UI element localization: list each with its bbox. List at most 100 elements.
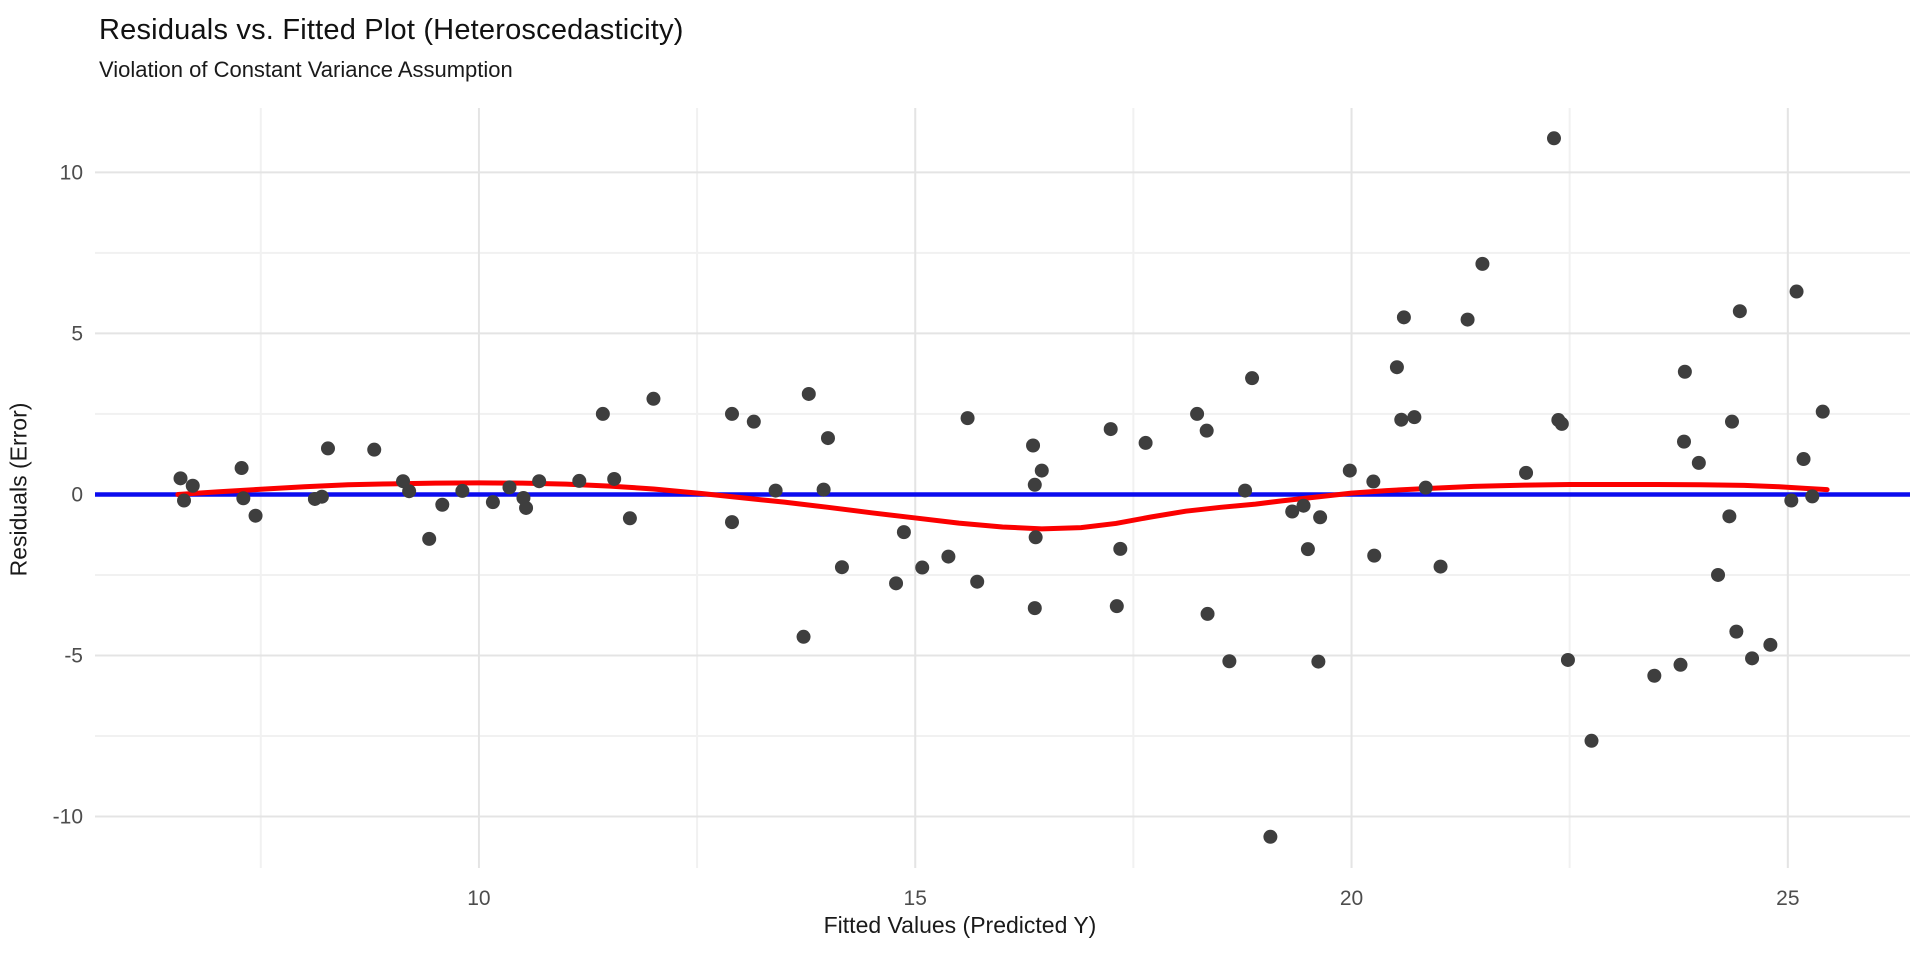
data-point bbox=[796, 629, 811, 644]
data-point bbox=[1805, 489, 1820, 504]
y-tick-label: 0 bbox=[71, 483, 83, 506]
data-point bbox=[1460, 312, 1475, 327]
data-point bbox=[1103, 422, 1118, 437]
data-point bbox=[532, 474, 547, 489]
data-point bbox=[595, 406, 610, 421]
data-point bbox=[1724, 414, 1739, 429]
data-point bbox=[1311, 654, 1326, 669]
data-point bbox=[502, 480, 517, 495]
data-point bbox=[960, 411, 975, 426]
data-point bbox=[1745, 651, 1760, 666]
data-point bbox=[1763, 637, 1778, 652]
data-point bbox=[915, 560, 930, 575]
data-point bbox=[455, 483, 470, 498]
data-point bbox=[607, 471, 622, 486]
data-point bbox=[1034, 463, 1049, 478]
data-point bbox=[1676, 434, 1691, 449]
data-point bbox=[889, 576, 904, 591]
data-point bbox=[1647, 668, 1662, 683]
data-point bbox=[1560, 652, 1575, 667]
data-point bbox=[1199, 423, 1214, 438]
data-point bbox=[1722, 509, 1737, 524]
data-point bbox=[941, 549, 956, 564]
data-point bbox=[970, 574, 985, 589]
x-tick-label: 25 bbox=[1776, 887, 1799, 910]
data-point bbox=[1475, 256, 1490, 271]
data-point bbox=[422, 531, 437, 546]
y-tick-label: 5 bbox=[71, 322, 83, 345]
data-point bbox=[1815, 404, 1830, 419]
data-point bbox=[746, 414, 761, 429]
data-point bbox=[1296, 498, 1311, 513]
data-point bbox=[173, 471, 188, 486]
plot-title: Residuals vs. Fitted Plot (Heteroscedast… bbox=[99, 14, 684, 46]
data-point bbox=[1418, 480, 1433, 495]
data-point bbox=[572, 473, 587, 488]
data-point bbox=[248, 508, 263, 523]
data-point bbox=[1677, 364, 1692, 379]
data-point bbox=[1028, 530, 1043, 545]
data-point bbox=[320, 441, 335, 456]
data-point bbox=[314, 489, 329, 504]
data-point bbox=[1394, 412, 1409, 427]
x-tick-label: 15 bbox=[904, 887, 927, 910]
data-point bbox=[519, 500, 534, 515]
y-tick-label: -5 bbox=[64, 644, 83, 667]
data-point bbox=[1367, 548, 1382, 563]
data-point bbox=[402, 484, 417, 499]
data-point bbox=[1519, 465, 1534, 480]
data-point bbox=[1729, 624, 1744, 639]
data-point bbox=[1138, 435, 1153, 450]
data-point bbox=[177, 493, 192, 508]
plot-subtitle: Violation of Constant Variance Assumptio… bbox=[99, 57, 513, 82]
data-point bbox=[1433, 559, 1448, 574]
data-point bbox=[896, 525, 911, 540]
data-point bbox=[1342, 463, 1357, 478]
data-point bbox=[234, 461, 249, 476]
data-point bbox=[1546, 131, 1561, 146]
data-point bbox=[1263, 829, 1278, 844]
data-point bbox=[1732, 304, 1747, 319]
data-point bbox=[1109, 599, 1124, 614]
x-axis-title: Fitted Values (Predicted Y) bbox=[823, 912, 1097, 938]
data-point bbox=[1396, 310, 1411, 325]
x-tick-label: 20 bbox=[1340, 887, 1363, 910]
data-point bbox=[1300, 542, 1315, 557]
data-point bbox=[1222, 654, 1237, 669]
data-point bbox=[1238, 483, 1253, 498]
data-point bbox=[1389, 360, 1404, 375]
data-point bbox=[485, 495, 500, 510]
data-point bbox=[1784, 493, 1799, 508]
data-point bbox=[622, 511, 637, 526]
data-point bbox=[1190, 406, 1205, 421]
data-point bbox=[1313, 510, 1328, 525]
data-point bbox=[724, 515, 739, 530]
y-tick-label: -10 bbox=[53, 805, 83, 828]
data-point bbox=[1407, 410, 1422, 425]
data-point bbox=[1584, 733, 1599, 748]
data-point bbox=[1026, 438, 1041, 453]
x-tick-label: 10 bbox=[467, 887, 490, 910]
data-point bbox=[1285, 504, 1300, 519]
data-point bbox=[185, 478, 200, 493]
data-point bbox=[1554, 416, 1569, 431]
data-point bbox=[1711, 567, 1726, 582]
y-axis-title: Residuals (Error) bbox=[5, 402, 32, 577]
data-point bbox=[1796, 452, 1811, 467]
data-point bbox=[367, 442, 382, 457]
data-point bbox=[1027, 477, 1042, 492]
data-point bbox=[834, 560, 849, 575]
data-point bbox=[1673, 657, 1688, 672]
data-point bbox=[1245, 371, 1260, 386]
data-point bbox=[1691, 455, 1706, 470]
data-point bbox=[1027, 601, 1042, 616]
data-point bbox=[768, 483, 783, 498]
loess-smooth-line bbox=[175, 480, 1830, 532]
data-point bbox=[1789, 284, 1804, 299]
data-point bbox=[1113, 541, 1128, 556]
y-tick-label: 10 bbox=[60, 161, 83, 184]
data-point bbox=[435, 497, 450, 512]
data-point bbox=[646, 391, 661, 406]
data-point bbox=[236, 491, 251, 506]
